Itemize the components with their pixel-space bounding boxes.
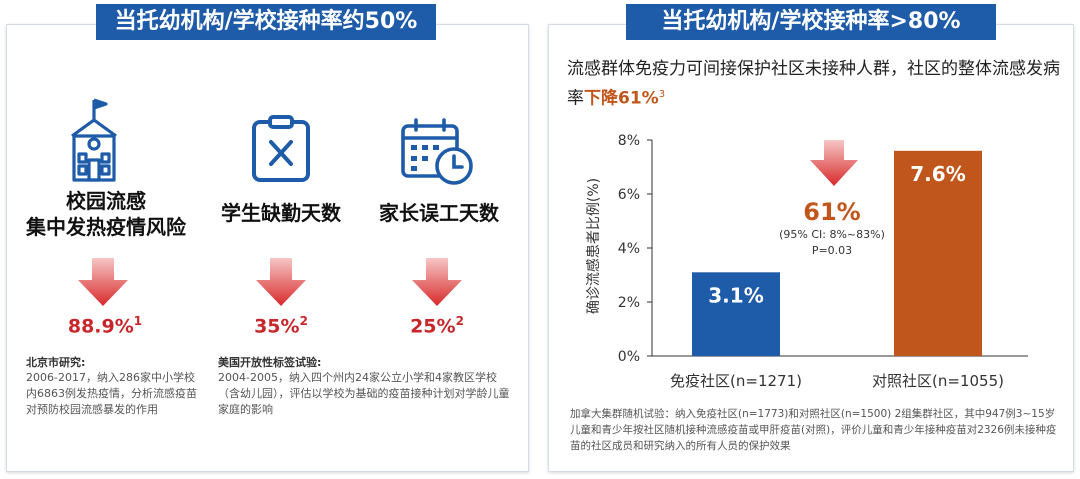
left-banner: 当托幼机构/学校接种率约50% [96,4,436,40]
item-title-parent-leave: 家长误工天数 [379,201,499,225]
right-banner: 当托幼机构/学校接种率>80% [626,4,996,40]
item-title-absence: 学生缺勤天数 [221,201,341,225]
x-category-label: 对照社区(n=1055) [872,372,1004,390]
note-body-beijing: 2006-2017，纳入286家中小学校内6863例发热疫情，分析流感疫苗对预防… [26,371,197,416]
pct-absence: 35%2 [254,314,308,338]
down-arrow-icon [78,258,128,306]
bar [692,272,780,356]
y-tick-label: 6% [618,187,640,203]
y-tick-label: 0% [618,349,640,365]
annotation-ci: (95% CI: 8%~83%) [779,228,885,241]
down-arrow-icon [256,258,306,306]
bar [894,150,982,356]
y-tick-label: 8% [618,133,640,149]
pct-campus: 88.9%1 [67,314,143,338]
desc-highlight: 下降61% [584,88,659,109]
school-icon [71,98,117,182]
item-title-campus: 校园流感 集中发热疫情风险 [26,189,186,239]
decrease-arrow-icon [810,140,858,186]
right-description: 流感群体免疫力可间接保护社区未接种人群，社区的整体流感发病率下降61%3 [567,59,1060,109]
annotation-pct: 61% [803,198,860,226]
y-tick-label: 4% [618,241,640,257]
bar-value-label: 3.1% [708,283,763,307]
pct-parent-leave: 25%2 [410,314,464,338]
note-title-beijing: 北京市研究: [26,356,86,369]
bar-chart: 确诊流感患者比例(%) 0% 2% 4% 6% 8% 3.1% 7.6% 免疫社区(n=1… [585,133,1028,390]
down-arrow-icon [412,258,462,306]
clipboard-x-icon [252,115,310,182]
y-axis-label: 确诊流感患者比例(%) [585,178,602,314]
bar-value-label: 7.6% [910,162,965,186]
annotation-p: P=0.03 [812,244,852,257]
x-category-label: 免疫社区(n=1271) [670,372,802,390]
note-body-usa: 2004-2005，纳入四个州内24家公立小学和4家教区学校（含幼儿园），评估以… [218,371,510,416]
y-tick-label: 2% [618,295,640,311]
footnote: 加拿大集群随机试验：纳入免疫社区(n=1773)和对照社区(n=1500) 2组… [570,408,1057,452]
left-panel [6,24,529,472]
right-panel [548,24,1074,472]
note-title-usa: 美国开放性标签试验: [218,356,322,369]
calendar-clock-icon [401,118,473,185]
desc-sup: 3 [658,89,666,100]
